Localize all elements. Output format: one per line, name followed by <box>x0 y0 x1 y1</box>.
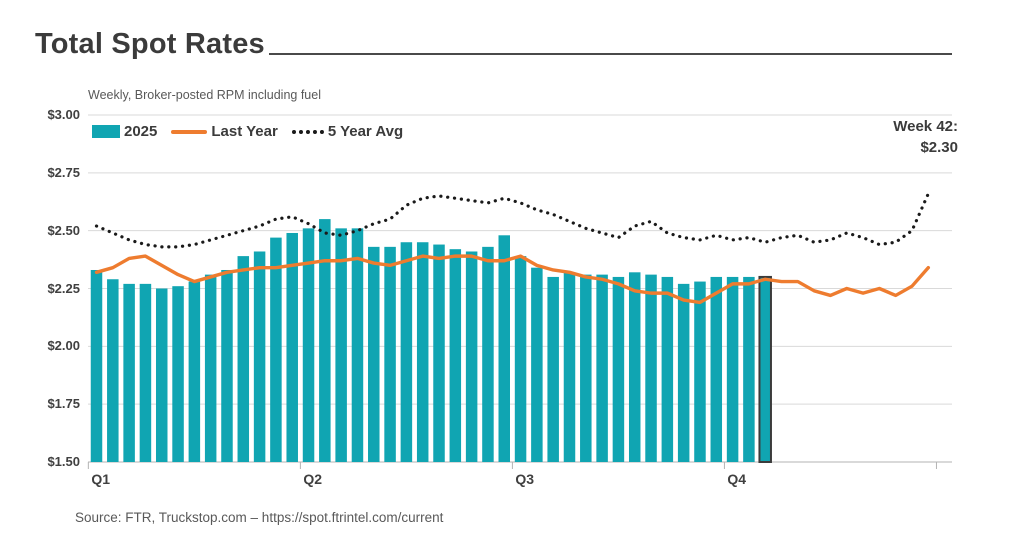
y-axis-label: $1.50 <box>47 454 80 469</box>
bar-week-4 <box>139 283 152 462</box>
bar-week-41 <box>743 276 755 462</box>
bar-week-17 <box>351 228 364 462</box>
bar-week-2 <box>107 279 119 462</box>
bar-week-5 <box>155 288 168 462</box>
x-axis-label-q1: Q1 <box>91 471 111 487</box>
annotation-week: Week 42: <box>893 118 958 135</box>
bar-week-13 <box>286 232 298 462</box>
annotation-value: $2.30 <box>920 139 958 156</box>
legend-item-last-year: Last Year <box>171 123 278 140</box>
bar-week-38 <box>694 281 706 462</box>
x-axis-label-q4: Q4 <box>727 471 747 487</box>
dotted-swatch-icon <box>291 129 324 134</box>
bar-week-22 <box>433 244 445 462</box>
bar-week-16 <box>335 228 347 462</box>
bar-week-27 <box>514 256 527 462</box>
legend-label-last-year: Last Year <box>211 123 278 140</box>
x-axis-label-q3: Q3 <box>515 471 535 487</box>
bar-week-25 <box>482 246 494 462</box>
bar-week-3 <box>123 283 135 462</box>
bar-week-33 <box>612 276 625 462</box>
title-row: Total Spot Rates <box>35 28 952 61</box>
y-axis-label: $2.00 <box>47 338 80 354</box>
y-axis-label: $2.25 <box>47 280 80 296</box>
legend-item-2025: 2025 <box>92 123 157 140</box>
y-axis-label: $1.75 <box>47 396 80 412</box>
bar-week-11 <box>253 251 266 462</box>
bar-week-8 <box>204 274 217 462</box>
bar-week-12 <box>270 237 282 462</box>
bar-week-7 <box>188 281 201 462</box>
bar-week-29 <box>547 276 559 462</box>
bar-week-18 <box>368 246 380 462</box>
legend-item-5-year-avg: 5 Year Avg <box>291 123 404 140</box>
x-axis-label-q2: Q2 <box>303 471 323 487</box>
source-note: Source: FTR, Truckstop.com – https://spo… <box>75 510 444 525</box>
bar-week-36 <box>661 276 674 462</box>
bar-week-19 <box>384 246 396 462</box>
bar-week-34 <box>628 272 641 462</box>
last-year-line <box>94 254 931 305</box>
bar-week-1 <box>90 269 103 462</box>
y-axis-label: $2.75 <box>47 164 80 180</box>
bar-week-30 <box>563 272 576 462</box>
legend-label-2025: 2025 <box>124 123 158 140</box>
bar-week-24 <box>465 251 478 462</box>
title-underline <box>268 53 952 55</box>
highlighted-bar-week-42 <box>758 275 772 463</box>
bar-week-21 <box>416 242 429 462</box>
bar-week-37 <box>677 283 690 462</box>
y-axis-label: $2.50 <box>47 222 80 238</box>
bar-week-23 <box>449 249 462 462</box>
bar-week-40 <box>726 276 739 462</box>
legend-label-5-year-avg: 5 Year Avg <box>327 123 404 140</box>
bar-week-14 <box>302 228 315 462</box>
bar-week-32 <box>596 274 608 462</box>
line-swatch-icon <box>171 129 208 134</box>
chart-subtitle: Weekly, Broker-posted RPM including fuel <box>88 88 321 102</box>
bar-week-35 <box>645 274 657 462</box>
page-title: Total Spot Rates <box>35 28 265 60</box>
bar-week-28 <box>531 267 543 462</box>
current-week-annotation: Week 42: $2.30 <box>893 116 958 158</box>
bar-week-26 <box>498 235 510 462</box>
chart-legend: 2025 Last Year 5 Year Avg <box>92 123 403 140</box>
bar-swatch-icon <box>92 125 120 138</box>
bar-week-6 <box>172 286 184 462</box>
bar-week-9 <box>221 269 233 462</box>
bar-week-31 <box>580 274 592 462</box>
bar-week-10 <box>237 256 250 462</box>
five-year-avg-line <box>94 192 930 249</box>
y-axis-label: $3.00 <box>47 107 80 122</box>
bar-week-15 <box>319 219 331 462</box>
bar-week-39 <box>710 276 723 462</box>
bar-week-20 <box>400 242 413 462</box>
